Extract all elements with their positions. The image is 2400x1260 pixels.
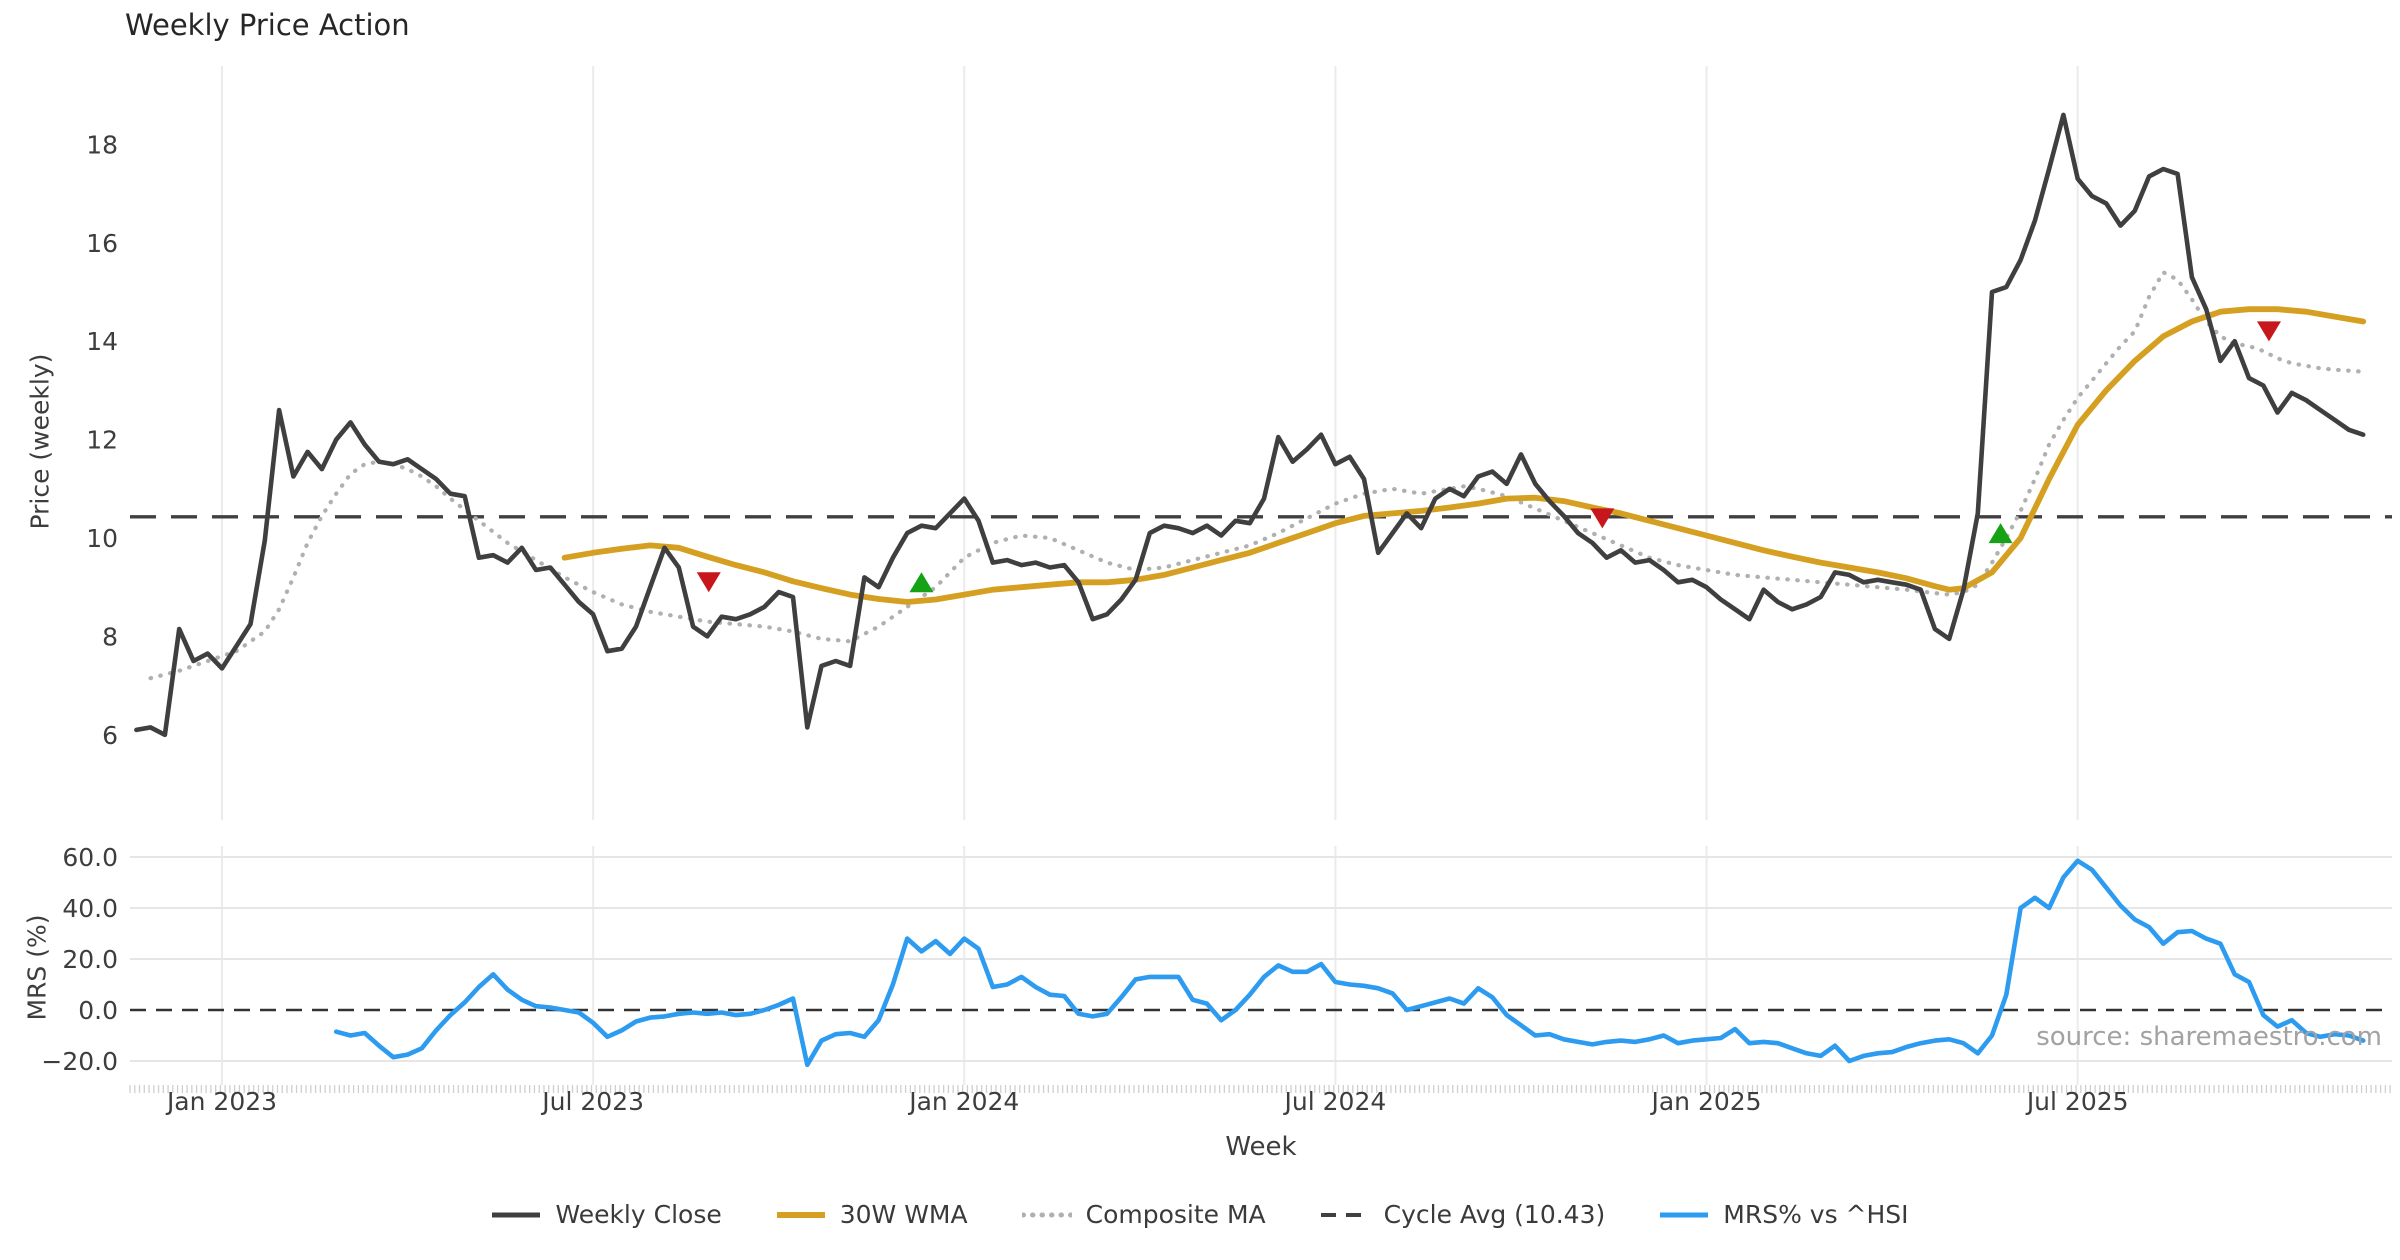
mrs-line bbox=[333, 858, 2366, 1068]
mrs-tick-label: 0.0 bbox=[78, 996, 118, 1025]
x-tick-label: Jul 2025 bbox=[2025, 1087, 2129, 1116]
price-tick-label: 12 bbox=[86, 426, 118, 455]
mrs-swatch-icon bbox=[1660, 1212, 1709, 1217]
weekly-close-line bbox=[134, 112, 2366, 738]
x-tick-label: Jan 2025 bbox=[1649, 1087, 1761, 1116]
wma-30w-line bbox=[561, 306, 2367, 605]
price-axis-label: Price (weekly) bbox=[25, 353, 55, 530]
composite-ma-swatch-icon bbox=[1021, 1212, 1072, 1217]
source-watermark: source: sharemaestro.com bbox=[2036, 1022, 2382, 1052]
buy-marker-icon bbox=[1988, 523, 2013, 544]
x-tick-label: Jul 2024 bbox=[1283, 1087, 1387, 1116]
legend-label: Composite MA bbox=[1085, 1200, 1266, 1229]
price-tick-label: 18 bbox=[86, 130, 118, 159]
sell-marker-icon bbox=[1590, 508, 1615, 529]
mrs-tick-label: 40.0 bbox=[62, 894, 118, 923]
gridlines bbox=[129, 66, 2392, 1093]
buy-marker-icon bbox=[909, 572, 934, 593]
x-tick-label: Jan 2024 bbox=[907, 1087, 1019, 1116]
mrs-tick-label: −20.0 bbox=[41, 1047, 118, 1076]
legend-item-composite-ma: Composite MA bbox=[1021, 1200, 1266, 1229]
price-tick-label: 16 bbox=[86, 229, 118, 258]
price-tick-label: 14 bbox=[86, 327, 118, 356]
weekly-close-swatch-icon bbox=[492, 1212, 541, 1217]
x-tick-label: Jan 2023 bbox=[165, 1087, 277, 1116]
axis-tick-labels: Jan 2023 Jul 2023 Jan 2024 Jul 2024 Jan 2025… bbox=[41, 130, 2128, 1116]
price-tick-label: 6 bbox=[102, 721, 118, 750]
legend-item-30w-wma: 30W WMA bbox=[776, 1200, 968, 1229]
mrs-tick-label: 60.0 bbox=[62, 843, 118, 872]
signal-markers bbox=[696, 321, 2281, 593]
x-tick-label: Jul 2023 bbox=[540, 1087, 644, 1116]
legend-item-weekly-close: Weekly Close bbox=[491, 1200, 722, 1229]
legend-label: Weekly Close bbox=[555, 1200, 722, 1229]
mrs-axis-label: MRS (%) bbox=[22, 914, 52, 1021]
series-lines bbox=[130, 112, 2392, 1068]
price-tick-label: 10 bbox=[86, 524, 118, 553]
wma-swatch-icon bbox=[776, 1211, 825, 1218]
legend-item-cycle-avg: Cycle Avg (10.43) bbox=[1320, 1200, 1606, 1229]
legend-label: Cycle Avg (10.43) bbox=[1383, 1200, 1606, 1229]
price-tick-label: 8 bbox=[102, 622, 118, 651]
legend-item-mrs: MRS% vs ^HSI bbox=[1659, 1200, 1909, 1229]
sell-marker-icon bbox=[696, 572, 721, 593]
chart-title: Weekly Price Action bbox=[125, 8, 410, 42]
cycle-avg-swatch-icon bbox=[1320, 1212, 1369, 1217]
legend: Weekly Close 30W WMA Composite MA Cycle … bbox=[0, 1200, 2400, 1229]
sell-marker-icon bbox=[2256, 321, 2281, 342]
x-axis-label: Week bbox=[1225, 1132, 1297, 1162]
legend-label: MRS% vs ^HSI bbox=[1723, 1200, 1909, 1229]
mrs-tick-label: 20.0 bbox=[62, 945, 118, 974]
composite-ma-line bbox=[148, 270, 2366, 681]
legend-label: 30W WMA bbox=[839, 1200, 968, 1229]
